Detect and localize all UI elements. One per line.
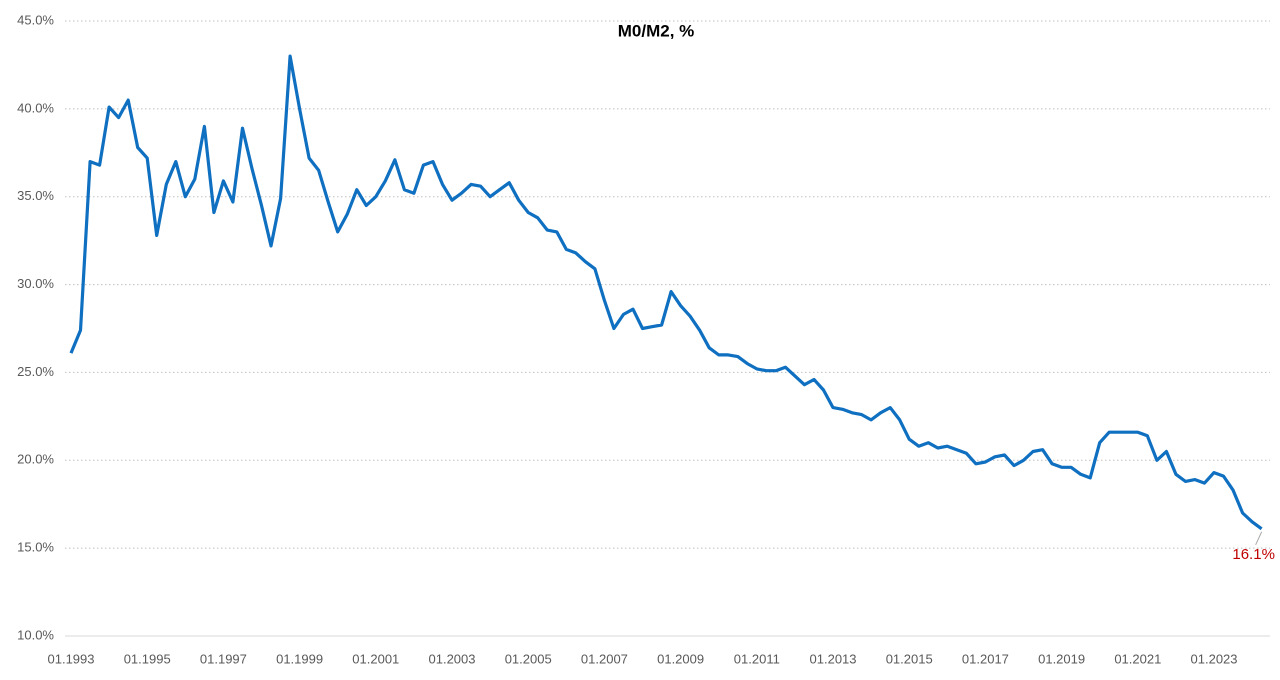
x-tick-label: 01.2021 (1114, 651, 1161, 666)
x-tick-label: 01.2023 (1191, 651, 1238, 666)
y-tick-label: 35.0% (17, 188, 54, 203)
y-tick-label: 15.0% (17, 540, 54, 555)
y-tick-label: 45.0% (17, 12, 54, 27)
y-tick-label: 40.0% (17, 100, 54, 115)
x-tick-label: 01.2003 (429, 651, 476, 666)
y-tick-label: 20.0% (17, 452, 54, 467)
x-tick-label: 01.2015 (886, 651, 933, 666)
x-tick-label: 01.2011 (734, 651, 780, 666)
annotation-leader (1255, 531, 1263, 546)
chart-title: M0/M2, % (618, 21, 695, 40)
annotation-label: 16.1% (1232, 546, 1275, 563)
x-tick-label: 01.2009 (657, 651, 704, 666)
x-tick-label: 01.2017 (962, 651, 1009, 666)
x-tick-label: 01.2005 (505, 651, 552, 666)
x-tick-label: 01.1999 (276, 651, 323, 666)
x-tick-label: 01.1997 (200, 651, 247, 666)
data-line (69, 54, 1263, 531)
y-tick-label: 30.0% (17, 276, 54, 291)
x-tick-label: 01.2001 (352, 651, 399, 666)
y-tick-label: 25.0% (17, 364, 54, 379)
x-tick-label: 01.2007 (581, 651, 628, 666)
x-tick-label: 01.1993 (48, 651, 95, 666)
y-tick-label: 10.0% (17, 627, 54, 642)
x-tick-label: 01.2019 (1038, 651, 1085, 666)
x-tick-label: 01.1995 (124, 651, 171, 666)
x-tick-label: 01.2013 (810, 651, 857, 666)
